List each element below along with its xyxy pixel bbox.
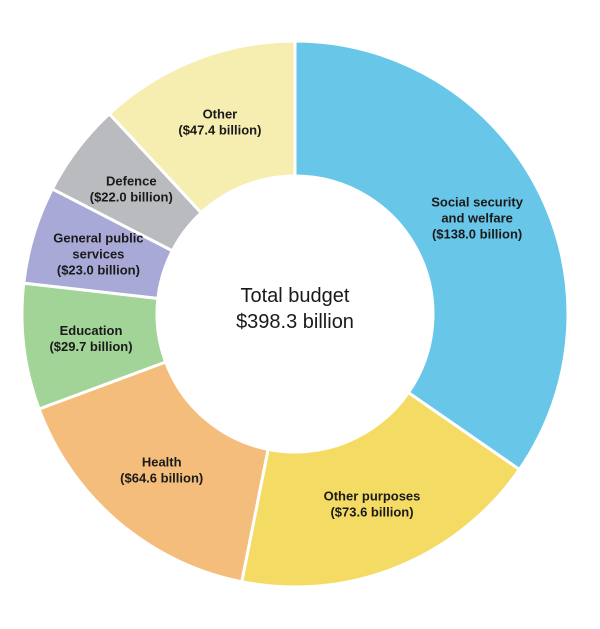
slice-labels: Social security and welfare ($138.0 billio… <box>49 107 523 520</box>
slice-name-label: Other <box>203 107 238 122</box>
slice-name-label: Education <box>60 323 123 338</box>
slice-2 <box>37 360 270 584</box>
slice-label-5: Defence ($22.0 billion) <box>90 174 173 205</box>
slice-name-label: Defence <box>106 174 157 189</box>
slice-0 <box>293 39 570 472</box>
slice-label-1: Other purposes ($73.6 billion) <box>324 489 421 520</box>
slice-label-2: Health ($64.6 billion) <box>120 454 203 485</box>
slice-value-label: ($23.0 billion) <box>57 262 140 277</box>
slice-value-label: ($73.6 billion) <box>330 505 413 520</box>
total-budget-value: $398.3 billion <box>236 311 354 333</box>
slice-value-label: ($29.7 billion) <box>49 339 132 354</box>
slice-name-label: General public <box>53 230 143 245</box>
total-budget-label: Total budget <box>241 285 350 307</box>
slice-label-4: General public services ($23.0 billion) <box>53 230 143 277</box>
slice-label-6: Other ($47.4 billion) <box>178 107 261 138</box>
slice-value-label: ($22.0 billion) <box>90 190 173 205</box>
slice-name-label: Health <box>142 454 182 469</box>
slice-name-label: Other purposes <box>324 489 421 504</box>
slice-value-label: ($47.4 billion) <box>178 123 261 138</box>
donut-slices <box>20 39 570 589</box>
slice-6 <box>107 39 297 215</box>
slice-label-3: Education ($29.7 billion) <box>49 323 132 354</box>
slice-1 <box>239 390 522 589</box>
slice-name-label: services <box>72 246 124 261</box>
slice-name-label: and welfare <box>441 211 513 226</box>
slice-value-label: ($64.6 billion) <box>120 470 203 485</box>
slice-value-label: ($138.0 billion) <box>432 227 522 242</box>
slice-label-0: Social security and welfare ($138.0 billio… <box>431 195 524 242</box>
slice-name-label: Social security <box>431 195 524 210</box>
